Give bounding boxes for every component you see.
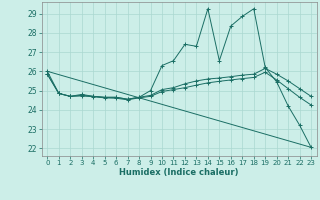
X-axis label: Humidex (Indice chaleur): Humidex (Indice chaleur) (119, 168, 239, 177)
